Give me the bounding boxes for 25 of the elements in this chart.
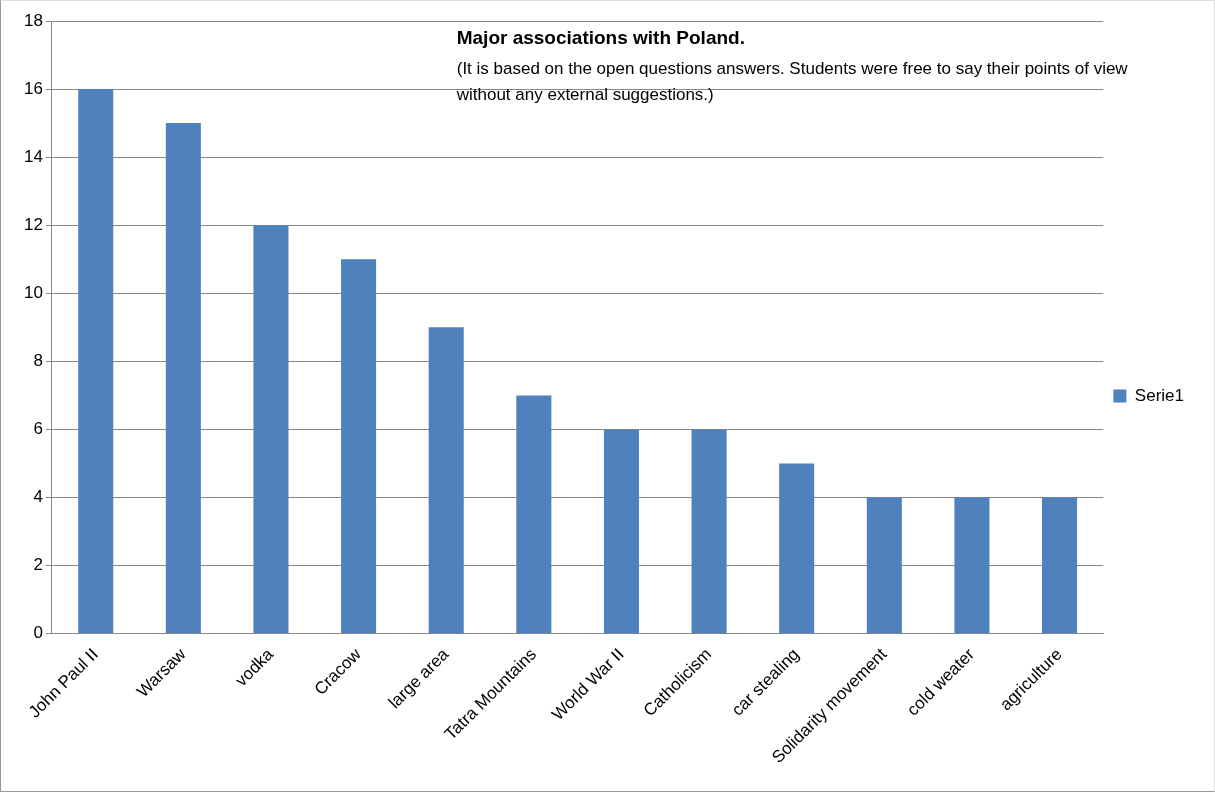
bar	[165, 123, 201, 634]
y-tick-label: 18	[23, 10, 43, 30]
bar	[341, 259, 377, 634]
bar	[954, 497, 990, 634]
y-tick-label: 8	[33, 351, 43, 371]
chart-title: Major associations with Poland.	[456, 27, 745, 49]
y-tick-label: 4	[33, 487, 43, 507]
bar	[78, 89, 114, 634]
bar	[779, 463, 815, 634]
bar	[603, 429, 639, 634]
text: (It is based on the open questions answers. Students were free to say their points of view without any external suggestions.)	[455, 58, 1129, 104]
y-tick-label: 12	[23, 214, 43, 234]
y-tick-label: 0	[33, 623, 43, 643]
legend-label: Serie1	[1134, 385, 1184, 405]
bar	[253, 225, 289, 634]
y-tick-label: 16	[23, 78, 43, 98]
y-tick-label: 10	[23, 282, 43, 302]
bar	[866, 497, 902, 634]
bar	[691, 429, 727, 634]
bar	[428, 327, 464, 634]
y-tick-label: 6	[33, 419, 43, 439]
bar	[1042, 497, 1078, 634]
bar	[516, 395, 552, 634]
y-tick-label: 14	[23, 146, 43, 166]
y-tick-label: 2	[33, 555, 43, 575]
